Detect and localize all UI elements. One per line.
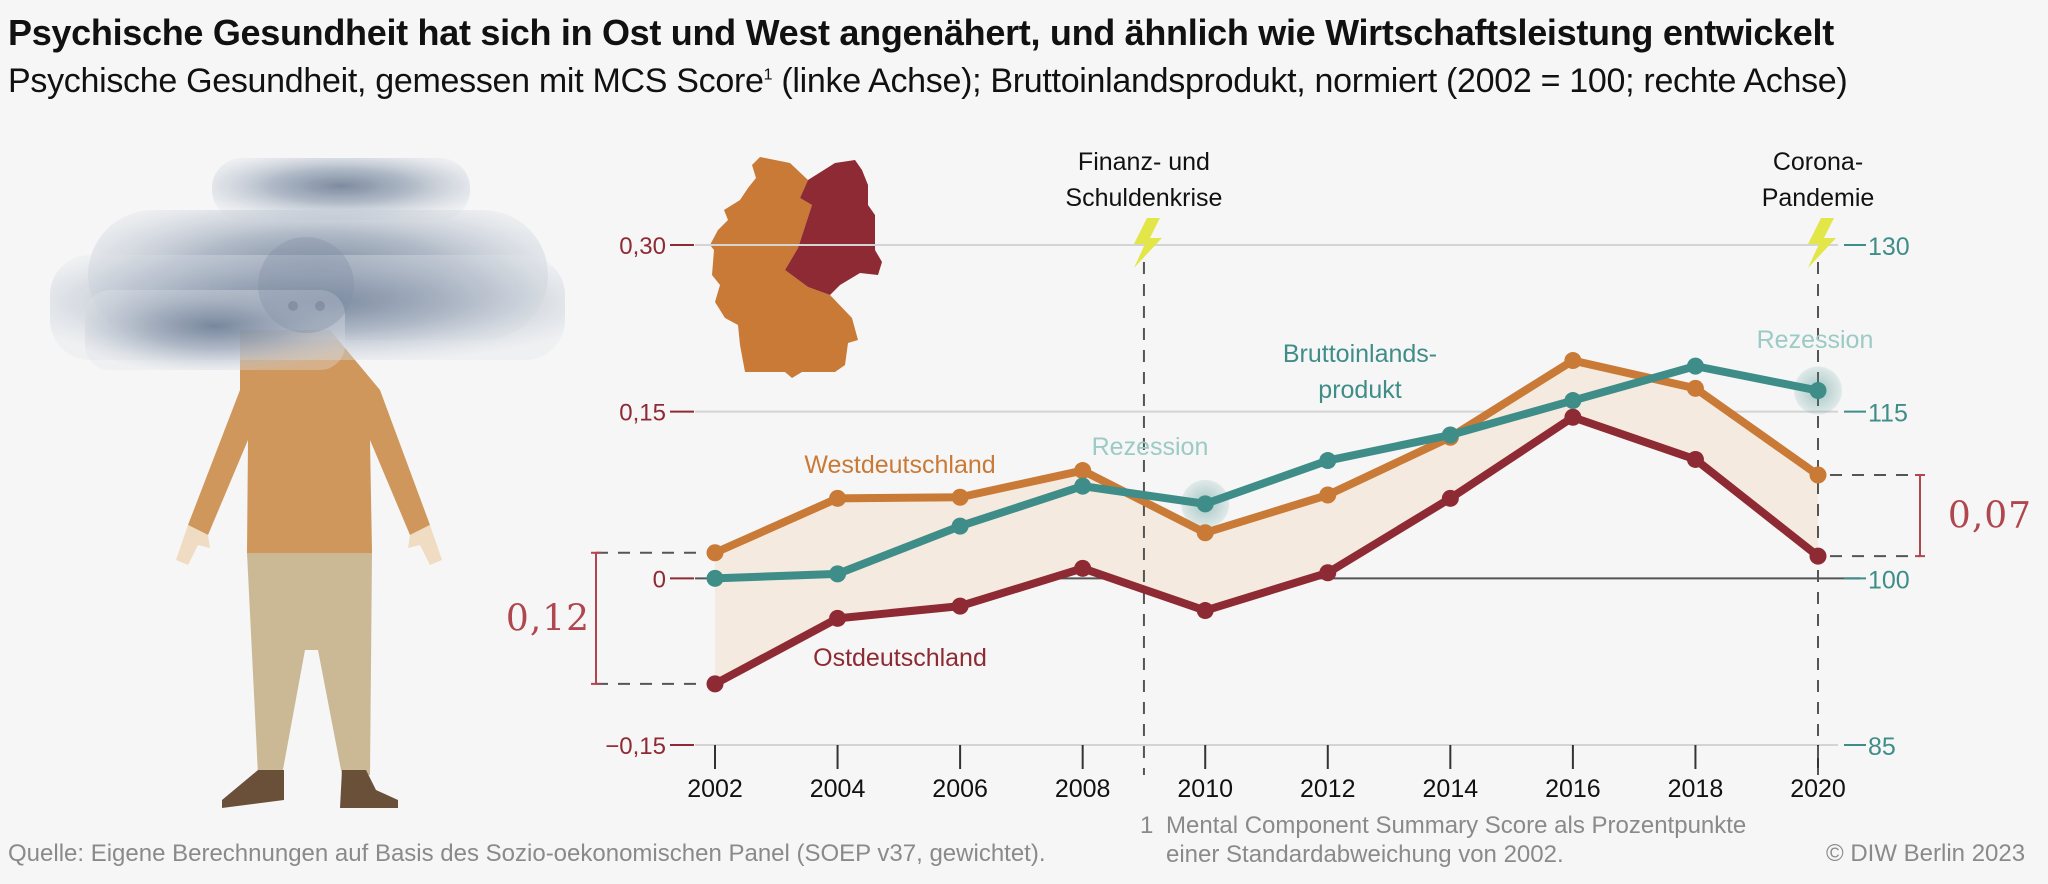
left-tick-label: 0,30 <box>619 233 666 260</box>
plot-area: −0,15 0 0,15 0,30 85 100 115 130 2002 2004 2006 200… <box>506 148 2032 803</box>
gdp-series-line <box>714 362 1819 583</box>
gdp-series-point <box>1686 357 1704 375</box>
gdp-series-point <box>1441 426 1459 444</box>
x-tick-label: 2014 <box>1423 775 1479 803</box>
east-series-point <box>951 597 969 615</box>
east-series-point <box>1809 547 1827 565</box>
event-label-line2: Pandemie <box>1762 184 1875 212</box>
west-series-point <box>829 489 847 507</box>
footnote: 1 Mental Component Summary Score als Proz… <box>1140 811 1746 869</box>
gdp-series-point <box>951 517 969 535</box>
recession-label: Rezession <box>1092 433 1209 461</box>
east-series-point <box>1686 450 1704 468</box>
footnote-mark: 1 <box>763 66 773 84</box>
lightning-icon <box>1133 218 1162 268</box>
gdp-series-point <box>1564 392 1582 410</box>
cloud-icon <box>50 158 565 370</box>
person-left-shoe <box>222 770 284 808</box>
gdp-series-point <box>1196 495 1214 513</box>
gdp-series-label-line1: Bruttoinlands- <box>1283 340 1437 368</box>
gap-label: 0,07 <box>1948 496 2032 537</box>
person-right-shoe <box>340 770 398 808</box>
person-torso <box>188 330 430 553</box>
left-tick-label: −0,15 <box>605 733 666 760</box>
germany-map <box>710 157 882 378</box>
x-tick-label: 2020 <box>1790 775 1846 803</box>
gap-area <box>715 360 1818 684</box>
event-label-line1: Finanz- und <box>1078 148 1210 176</box>
west-series-point <box>1074 462 1092 480</box>
footnote-line2: einer Standardabweichung von 2002. <box>1166 841 1564 868</box>
gdp-series-point <box>1319 452 1337 470</box>
west-series-point <box>1196 524 1214 542</box>
gdp-series-point <box>706 569 724 587</box>
west-series-point <box>1564 352 1582 370</box>
west-series-point <box>1809 466 1827 484</box>
east-series-point <box>1564 408 1582 426</box>
west-series-line <box>713 356 1821 557</box>
recession-label: Rezession <box>1757 326 1874 354</box>
east-series-label: Ostdeutschland <box>813 644 987 672</box>
gdp-series-point <box>1074 477 1092 495</box>
east-series-point <box>1441 489 1459 507</box>
west-series-point <box>1319 486 1337 504</box>
x-tick-label: 2018 <box>1668 775 1724 803</box>
right-tick-label: 115 <box>1868 400 1908 428</box>
right-tick-label: 100 <box>1868 566 1910 594</box>
right-tick-label: 85 <box>1868 733 1896 761</box>
chart-subtitle: Psychische Gesundheit, gemessen mit MCS … <box>8 62 1848 101</box>
west-series-label: Westdeutschland <box>804 451 995 479</box>
east-series-point <box>1196 602 1214 620</box>
gdp-series-point <box>1809 382 1827 400</box>
x-tick-label: 2006 <box>932 775 988 803</box>
x-tick-label: 2008 <box>1055 775 1111 803</box>
gdp-series-point <box>829 565 847 583</box>
x-tick-label: 2004 <box>810 775 866 803</box>
x-tick-label: 2002 <box>687 775 743 803</box>
west-series-point <box>1686 379 1704 397</box>
footnote-line1: Mental Component Summary Score als Proze… <box>1166 812 1747 839</box>
gdp-series-label-line2: produkt <box>1318 376 1401 404</box>
right-tick-label: 130 <box>1868 233 1910 261</box>
east-series-point <box>1319 564 1337 582</box>
east-series-point <box>706 675 724 693</box>
event-label-line2: Schuldenkrise <box>1065 184 1222 212</box>
subtitle-part1: Psychische Gesundheit, gemessen mit MCS … <box>8 62 764 100</box>
map-east-germany <box>785 160 882 295</box>
footnote-number: 1 <box>1140 812 1154 839</box>
west-series-point <box>706 544 724 562</box>
event-label-line1: Corona- <box>1773 148 1863 176</box>
left-tick-label: 0,15 <box>619 400 666 427</box>
left-tick-label: 0 <box>653 566 666 593</box>
east-series-point <box>1074 559 1092 577</box>
lightning-icon <box>1808 218 1836 268</box>
west-series-point <box>951 488 969 506</box>
copyright: © DIW Berlin 2023 <box>1826 840 2026 867</box>
person-illustration <box>50 158 565 808</box>
person-right-hand <box>408 525 442 565</box>
subtitle-part2: (linke Achse); Bruttoinlandsprodukt, nor… <box>772 62 1848 100</box>
person-legs <box>247 553 372 775</box>
east-series-line <box>713 413 1821 688</box>
person-left-hand <box>176 525 210 565</box>
x-tick-label: 2016 <box>1545 775 1601 803</box>
x-tick-label: 2010 <box>1177 775 1233 803</box>
source-note: Quelle: Eigene Berechnungen auf Basis de… <box>8 840 1046 867</box>
x-tick-label: 2012 <box>1300 775 1356 803</box>
chart-title: Psychische Gesundheit hat sich in Ost un… <box>8 12 1834 53</box>
gap-label: 0,12 <box>506 598 590 639</box>
map-west-germany <box>710 157 858 378</box>
east-series-point <box>829 609 847 627</box>
